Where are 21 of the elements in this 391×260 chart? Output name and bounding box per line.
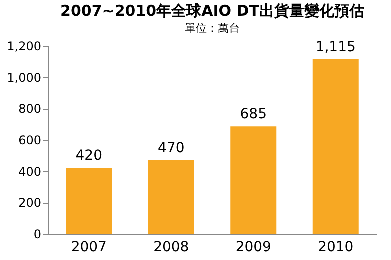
data-label: 470 [158,140,185,156]
y-tick-label: 1,200 [7,40,42,54]
y-tick-label: 200 [18,196,42,210]
x-tick-label: 2009 [236,240,272,256]
y-tick-label: 1,000 [7,70,42,85]
y-tick-label: 800 [18,102,42,116]
y-tick-label: 400 [18,164,42,179]
y-tick-label: 0 [34,228,42,242]
data-label: 685 [240,106,267,123]
y-tick-label: 600 [18,134,42,148]
bar [148,160,194,234]
bar [312,59,359,234]
x-tick-label: 2010 [318,240,354,256]
data-label: 1,115 [316,39,356,56]
bar [230,126,277,234]
data-label: 420 [76,148,102,164]
chart-subtitle: 單位：萬台 [185,22,240,35]
bar [66,168,112,234]
chart-title: 2007~2010年全球AIO DT出貨量變化預估 [60,2,364,20]
x-tick-label: 2007 [71,240,107,256]
x-tick-label: 2008 [154,240,190,256]
